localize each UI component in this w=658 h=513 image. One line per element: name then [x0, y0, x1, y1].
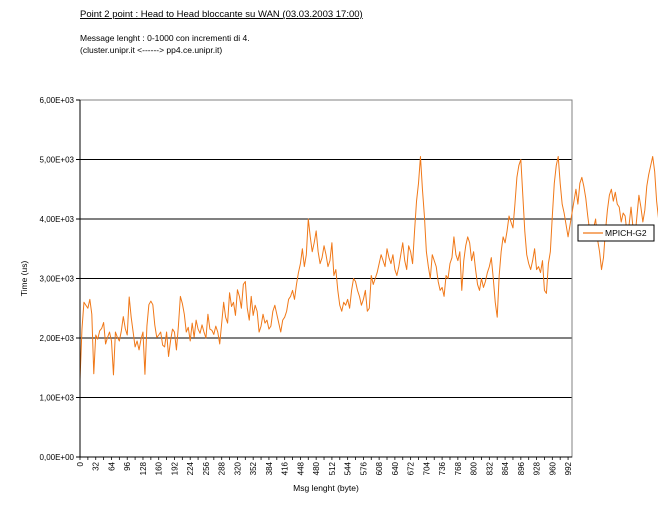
x-tick-label-960: 960 [548, 461, 557, 475]
chart-subtitle-message-length: Message lenght : 0-1000 con incrementi d… [80, 33, 250, 43]
x-tick-label-320: 320 [233, 461, 242, 475]
x-tick-label-480: 480 [312, 461, 321, 475]
x-tick-label-608: 608 [375, 461, 384, 475]
x-tick-label-288: 288 [218, 461, 227, 475]
x-tick-label-192: 192 [170, 461, 179, 475]
x-tick-label-832: 832 [485, 461, 494, 475]
series-points-mpich-g2 [79, 156, 657, 380]
x-tick-label-768: 768 [454, 461, 463, 475]
x-tick-label-416: 416 [281, 461, 290, 475]
y-tick-label-4000: 4,00E+03 [40, 215, 75, 224]
x-tick-label-448: 448 [296, 461, 305, 475]
y-tick-label-6000: 6,00E+03 [40, 96, 75, 105]
series-line-mpich-g2 [79, 156, 658, 380]
x-tick-label-352: 352 [249, 461, 258, 475]
y-tick-labels: 0,00E+00 1,00E+03 2,00E+03 3,00E+03 4,00E+03… [40, 96, 75, 462]
series-layer [79, 156, 658, 380]
x-tick-label-928: 928 [533, 461, 542, 475]
x-tick-label-640: 640 [391, 461, 400, 475]
x-tick-label-384: 384 [265, 461, 274, 475]
y-tick-label-0: 0,00E+00 [40, 453, 75, 462]
x-tick-label-256: 256 [202, 461, 211, 475]
x-tick-label-896: 896 [517, 461, 526, 475]
x-tick-label-64: 64 [107, 461, 116, 470]
x-tick-label-864: 864 [501, 461, 510, 475]
x-tick-label-32: 32 [92, 461, 101, 470]
y-tick-label-1000: 1,00E+03 [40, 394, 75, 403]
x-tick-label-544: 544 [344, 461, 353, 475]
x-tick-label-224: 224 [186, 461, 195, 475]
x-tick-labels: 0 32 64 96 128 160 192 224 256 288 320 352 384 416 448… [76, 461, 573, 475]
y-axis-label: Time (us) [19, 261, 29, 297]
axes [76, 99, 572, 460]
x-tick-label-96: 96 [123, 461, 132, 470]
y-tick-label-3000: 3,00E+03 [40, 275, 75, 284]
x-tick-label-800: 800 [470, 461, 479, 475]
legend: MPICH-G2 [577, 224, 655, 242]
legend-label-mpich-g2: MPICH-G2 [605, 228, 647, 238]
y-tick-label-5000: 5,00E+03 [40, 156, 75, 165]
x-tick-label-128: 128 [139, 461, 148, 475]
x-tick-label-160: 160 [155, 461, 164, 475]
chart-subtitle-hosts: (cluster.unipr.it <------> pp4.ce.unipr.… [80, 45, 223, 55]
gridlines [80, 99, 572, 398]
legend-box [577, 224, 655, 242]
chart-title: Point 2 point : Head to Head bloccante s… [80, 9, 363, 20]
x-tick-label-704: 704 [422, 461, 431, 475]
x-tick-label-512: 512 [328, 461, 337, 475]
x-axis-label: Msg lenght (byte) [293, 483, 359, 493]
x-tick-label-992: 992 [564, 461, 573, 475]
y-tick-label-2000: 2,00E+03 [40, 334, 75, 343]
x-tick-label-672: 672 [407, 461, 416, 475]
x-tick-label-576: 576 [359, 461, 368, 475]
x-tick-label-0: 0 [76, 461, 85, 466]
x-tick-label-736: 736 [438, 461, 447, 475]
